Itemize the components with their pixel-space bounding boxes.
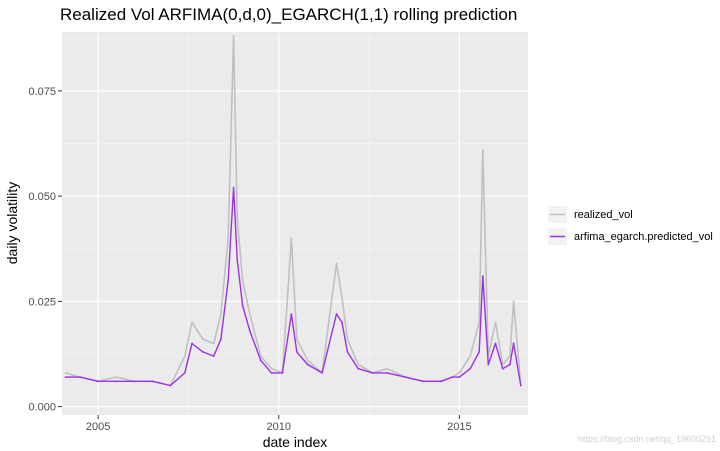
x-axis-title: date index (263, 434, 328, 450)
series-layer (64, 35, 522, 387)
series-line-arfima-egarch-predicted-vol (65, 186, 522, 387)
data-point-arfima-egarch-predicted-vol (151, 380, 154, 383)
data-point-arfima-egarch-predicted-vol (183, 372, 186, 374)
data-point-realized-vol (290, 237, 293, 240)
data-point-realized-vol (232, 35, 235, 38)
data-point-arfima-egarch-predicted-vol (512, 342, 515, 345)
data-point-realized-vol (469, 355, 472, 357)
data-point-realized-vol (270, 367, 273, 370)
data-point-arfima-egarch-predicted-vol (481, 275, 484, 278)
data-point-arfima-egarch-predicted-vol (494, 342, 497, 345)
major-gridlines (62, 32, 528, 415)
data-point-realized-vol (306, 359, 309, 362)
data-point-realized-vol (259, 355, 262, 357)
data-point-realized-vol (227, 237, 230, 240)
data-point-arfima-egarch-predicted-vol (236, 258, 239, 261)
data-point-arfima-egarch-predicted-vol (478, 350, 481, 353)
data-point-arfima-egarch-predicted-vol (241, 304, 244, 307)
data-point-arfima-egarch-predicted-vol (386, 372, 389, 374)
watermark-text: https://blog.csdn.net/qq_19600291 (578, 434, 716, 444)
data-point-arfima-egarch-predicted-vol (509, 363, 511, 366)
y-tick-label: 0.050 (28, 191, 56, 203)
data-point-arfima-egarch-predicted-vol (346, 350, 349, 353)
data-point-realized-vol (220, 313, 222, 315)
y-axis: 0.000 0.025 0.050 0.075 (28, 86, 62, 414)
data-point-realized-vol (458, 372, 461, 374)
y-tick-label: 0.000 (28, 402, 56, 414)
legend-label-predicted-vol: arfima_egarch.predicted_vol (574, 231, 713, 243)
series-line-realized-vol (65, 35, 522, 387)
data-point-realized-vol (64, 372, 67, 374)
data-point-arfima-egarch-predicted-vol (422, 380, 425, 383)
data-point-arfima-egarch-predicted-vol (404, 376, 407, 379)
y-tick-label: 0.075 (28, 86, 56, 98)
y-axis-title: daily volatility (4, 182, 20, 264)
data-point-arfima-egarch-predicted-vol (220, 338, 222, 341)
data-point-realized-vol (346, 338, 349, 341)
data-point-arfima-egarch-predicted-vol (440, 380, 443, 383)
data-point-arfima-egarch-predicted-vol (64, 376, 67, 379)
x-tick-label: 2005 (86, 421, 110, 433)
data-point-realized-vol (494, 321, 497, 324)
data-point-arfima-egarch-predicted-vol (281, 372, 284, 374)
data-point-arfima-egarch-predicted-vol (469, 367, 472, 370)
data-point-arfima-egarch-predicted-vol (97, 380, 100, 383)
data-point-realized-vol (335, 262, 338, 265)
data-point-arfima-egarch-predicted-vol (335, 313, 338, 315)
data-point-realized-vol (357, 363, 360, 366)
data-point-arfima-egarch-predicted-vol (248, 329, 251, 332)
data-point-arfima-egarch-predicted-vol (201, 350, 204, 353)
data-point-arfima-egarch-predicted-vol (232, 186, 235, 189)
data-point-realized-vol (183, 355, 186, 357)
data-point-realized-vol (241, 279, 244, 282)
data-point-realized-vol (512, 300, 515, 303)
data-point-realized-vol (212, 342, 215, 345)
data-point-arfima-egarch-predicted-vol (357, 367, 360, 370)
data-point-arfima-egarch-predicted-vol (451, 376, 454, 379)
data-point-arfima-egarch-predicted-vol (371, 372, 374, 374)
data-point-arfima-egarch-predicted-vol (133, 380, 136, 383)
data-point-arfima-egarch-predicted-vol (501, 367, 504, 370)
data-point-arfima-egarch-predicted-vol (227, 279, 230, 282)
x-tick-label: 2015 (447, 421, 471, 433)
data-point-realized-vol (341, 296, 343, 299)
data-point-realized-vol (478, 321, 481, 324)
data-point-realized-vol (248, 313, 251, 315)
data-point-arfima-egarch-predicted-vol (458, 376, 461, 379)
x-tick-label: 2010 (267, 421, 291, 433)
data-point-arfima-egarch-predicted-vol (341, 321, 343, 324)
data-point-arfima-egarch-predicted-vol (79, 376, 81, 379)
data-point-realized-vol (115, 376, 118, 379)
data-point-arfima-egarch-predicted-vol (295, 350, 298, 353)
data-point-arfima-egarch-predicted-vol (212, 355, 215, 357)
data-point-arfima-egarch-predicted-vol (115, 380, 118, 383)
data-point-arfima-egarch-predicted-vol (306, 363, 309, 366)
data-point-realized-vol (236, 216, 239, 219)
plot-panel (62, 32, 528, 415)
minor-gridlines (62, 32, 528, 415)
chart-title: Realized Vol ARFIMA(0,d,0)_EGARCH(1,1) r… (60, 5, 517, 24)
data-point-arfima-egarch-predicted-vol (270, 372, 273, 374)
data-point-arfima-egarch-predicted-vol (321, 372, 323, 374)
data-point-realized-vol (295, 338, 298, 341)
data-point-realized-vol (481, 148, 484, 151)
data-point-arfima-egarch-predicted-vol (290, 313, 293, 315)
data-point-realized-vol (201, 338, 204, 341)
x-axis: 2005 2010 2015 (86, 415, 472, 433)
data-point-arfima-egarch-predicted-vol (191, 342, 193, 345)
data-point-arfima-egarch-predicted-vol (487, 363, 490, 366)
data-point-realized-vol (191, 321, 193, 324)
data-point-arfima-egarch-predicted-vol (259, 359, 262, 362)
legend-label-realized-vol: realized_vol (574, 209, 633, 221)
y-tick-label: 0.025 (28, 296, 56, 308)
data-point-realized-vol (509, 355, 511, 357)
data-point-arfima-egarch-predicted-vol (169, 384, 172, 387)
data-point-arfima-egarch-predicted-vol (519, 384, 522, 387)
legend: realized_vol arfima_egarch.predicted_vol (548, 206, 713, 245)
data-point-realized-vol (386, 367, 389, 370)
